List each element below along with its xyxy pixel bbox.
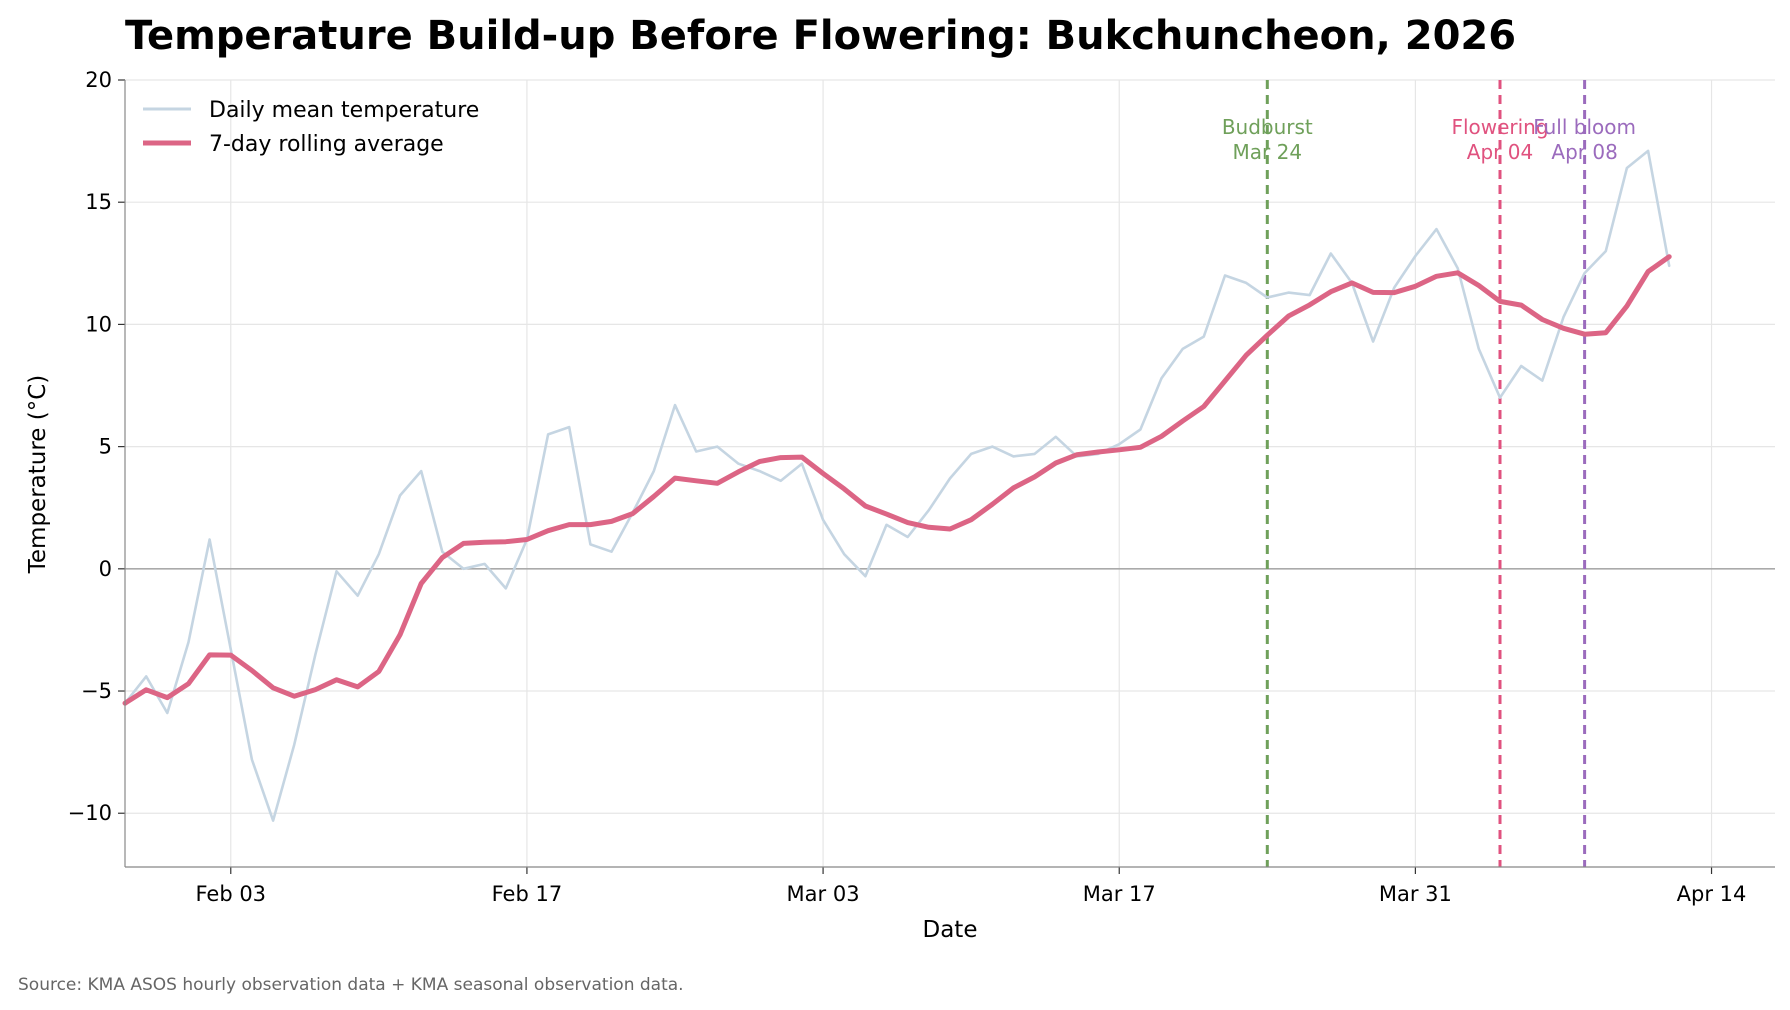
event-date-label: Mar 24: [1233, 140, 1303, 164]
x-axis-label: Date: [923, 917, 978, 943]
y-tick-label: 10: [85, 312, 112, 336]
series-line-rolling-average: [122, 254, 1672, 706]
event-label: Full bloom: [1533, 115, 1636, 139]
series-lines: [122, 149, 1672, 822]
legend-label-rolling: 7-day rolling average: [209, 132, 444, 157]
y-tick-label: 15: [85, 190, 112, 214]
series-line-daily-mean: [123, 149, 1671, 822]
x-tick-label: Mar 31: [1379, 882, 1452, 906]
x-tick-label: Feb 03: [195, 882, 266, 906]
axes: −10 −5 0 5 10 15 20 Feb 03 Feb 17 Mar 03 Mar 17 Mar…: [68, 68, 1775, 906]
x-tick-label: Mar 03: [787, 882, 860, 906]
event-label: Flowering: [1451, 115, 1548, 139]
y-tick-label: −5: [81, 679, 112, 703]
y-axis-label: Temperature (°C): [25, 375, 51, 575]
legend-label-daily: Daily mean temperature: [209, 98, 479, 123]
y-tick-label: 5: [99, 435, 112, 459]
x-tick-label: Apr 14: [1677, 882, 1747, 906]
x-tick-label: Feb 17: [492, 882, 563, 906]
y-tick-label: −10: [68, 801, 112, 825]
legend: Daily mean temperature 7-day rolling ave…: [143, 98, 479, 157]
x-tick-label: Mar 17: [1083, 882, 1156, 906]
y-tick-label: 0: [99, 557, 112, 581]
source-note: Source: KMA ASOS hourly observation data…: [18, 975, 684, 995]
chart-title: Temperature Build-up Before Flowering: B…: [125, 13, 1516, 59]
event-label: Budburst: [1222, 115, 1313, 139]
event-date-label: Apr 08: [1551, 140, 1617, 164]
y-tick-label: 20: [85, 68, 112, 92]
grid: [125, 79, 1775, 867]
event-date-label: Apr 04: [1467, 140, 1533, 164]
